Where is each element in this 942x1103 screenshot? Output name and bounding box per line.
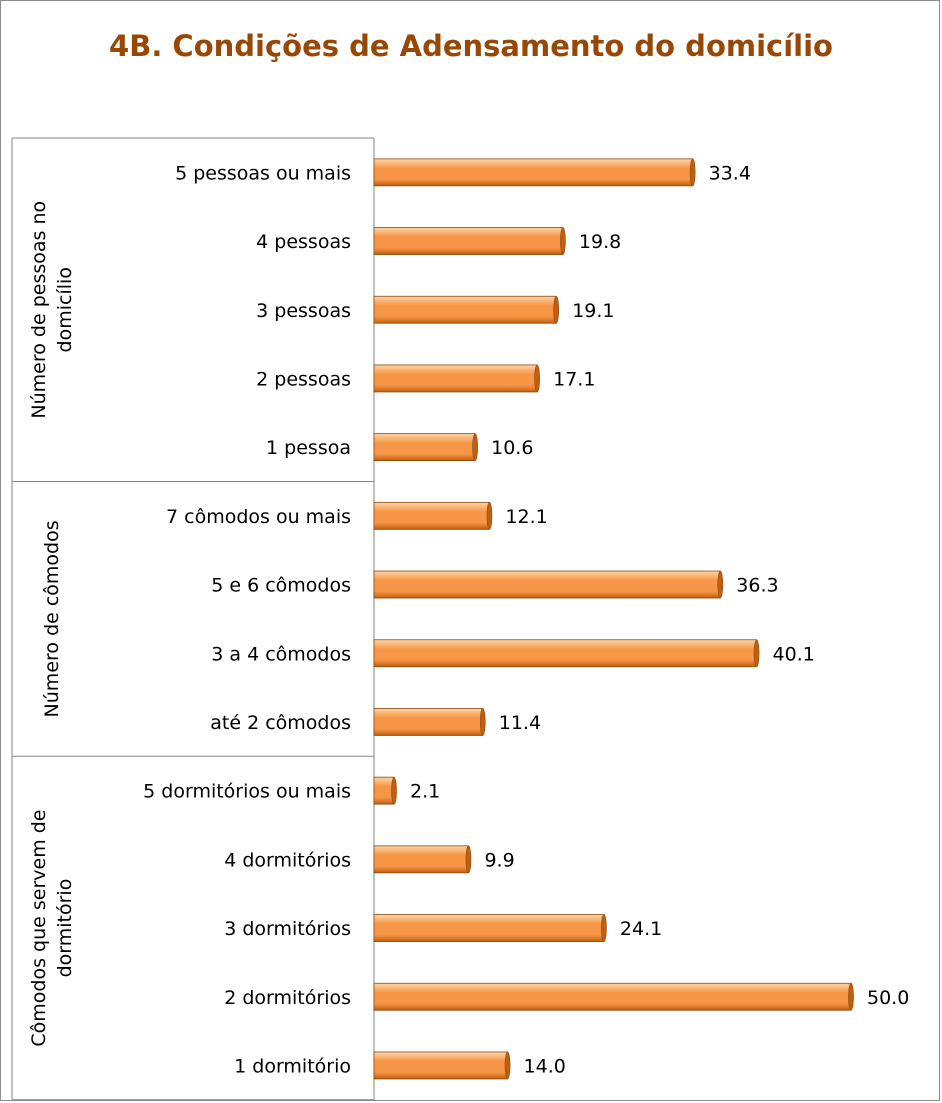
data-label: 50.0 xyxy=(867,987,909,1009)
data-label: 33.4 xyxy=(709,162,751,184)
category-label: 7 cômodos ou mais xyxy=(166,506,351,528)
data-label: 17.1 xyxy=(553,368,595,390)
data-label: 11.4 xyxy=(499,712,541,734)
data-label: 19.8 xyxy=(579,231,621,253)
bar xyxy=(373,364,538,393)
bar xyxy=(373,982,852,1011)
category-label: 2 pessoas xyxy=(256,368,351,390)
category-label: 5 dormitórios ou mais xyxy=(143,781,351,803)
category-label: 2 dormitórios xyxy=(224,987,351,1009)
bar-end-cap xyxy=(848,982,854,1011)
bar-end-cap xyxy=(601,914,607,942)
bar xyxy=(373,1051,508,1080)
category-label: 3 a 4 cômodos xyxy=(211,643,351,665)
bar-end-cap xyxy=(479,708,486,736)
bar xyxy=(373,501,490,530)
data-label: 9.9 xyxy=(484,849,514,871)
category-label: 1 pessoa xyxy=(266,437,351,459)
data-label: 14.0 xyxy=(524,1055,566,1077)
bar xyxy=(373,227,564,255)
bar xyxy=(373,776,395,805)
data-label: 36.3 xyxy=(736,575,778,597)
group-label: Número de pessoas no domicílio xyxy=(28,201,76,419)
bar-end-cap xyxy=(465,845,472,874)
data-label: 40.1 xyxy=(773,643,815,665)
data-label: 2.1 xyxy=(410,781,440,803)
bar xyxy=(373,158,694,187)
category-label: 4 pessoas xyxy=(256,231,351,253)
category-label: 4 dormitórios xyxy=(224,849,351,871)
data-label: 12.1 xyxy=(505,506,547,528)
group-label: Número de cômodos xyxy=(41,520,63,717)
bar-end-cap xyxy=(504,1051,511,1080)
bar-end-cap xyxy=(717,570,724,599)
bar-end-cap xyxy=(486,502,493,530)
group-label: Cômodos que servem de dormitório xyxy=(28,809,76,1046)
bar-end-cap xyxy=(472,433,478,461)
bar-end-cap xyxy=(391,776,397,805)
bar xyxy=(373,845,469,874)
category-label: 1 dormitório xyxy=(234,1055,351,1077)
category-label: 5 pessoas ou mais xyxy=(175,162,351,184)
bar xyxy=(373,914,605,942)
bar xyxy=(373,433,476,462)
bar-end-cap xyxy=(553,295,560,324)
category-label: 3 pessoas xyxy=(256,300,351,322)
bar xyxy=(373,295,557,324)
data-label: 19.1 xyxy=(572,300,614,322)
category-label: até 2 cômodos xyxy=(210,712,351,734)
bar-end-cap xyxy=(560,227,566,255)
chart-title: 4B. Condições de Adensamento do domicíli… xyxy=(109,29,833,63)
bar-end-cap xyxy=(689,158,696,187)
category-label: 3 dormitórios xyxy=(224,918,351,940)
bar xyxy=(373,570,721,599)
data-label: 24.1 xyxy=(620,918,662,940)
category-label: 5 e 6 cômodos xyxy=(211,575,351,597)
bar xyxy=(373,639,757,668)
bar xyxy=(373,708,484,736)
bar-end-cap xyxy=(534,364,540,393)
bar-end-cap xyxy=(753,639,760,668)
data-label: 10.6 xyxy=(491,437,533,459)
